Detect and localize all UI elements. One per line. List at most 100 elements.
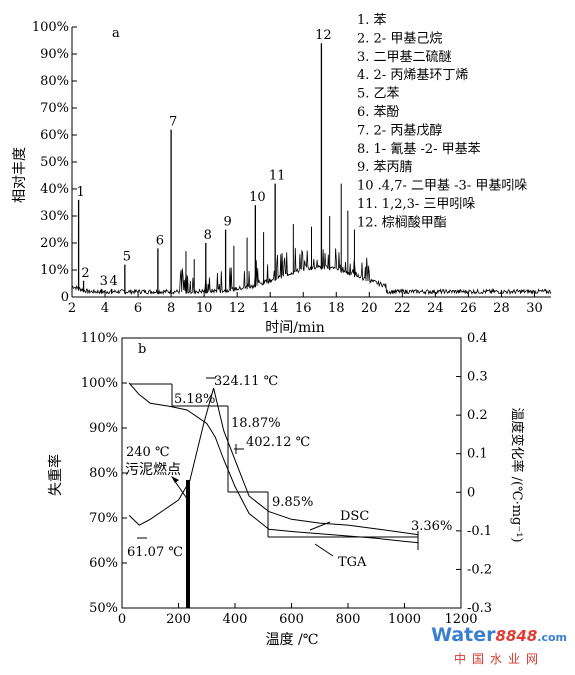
peak-label: 4	[110, 274, 118, 289]
legend-entry: 2. 2- 甲基己烷	[357, 31, 442, 46]
x-axis-label-b: 温度 /℃	[266, 632, 319, 648]
legend-entry: 12. 棕榈酸甲酯	[357, 215, 447, 230]
x-tick-label-a: 10	[196, 301, 213, 316]
legend-entry: 9. 苯丙腈	[357, 160, 413, 175]
x-tick-label-a: 4	[101, 301, 109, 316]
y2-axis-label-b: 温度变化率 /(℃·mg⁻¹)	[509, 407, 525, 542]
x-axis-label-a: 时间/min	[265, 320, 325, 336]
x-tick-label-b: 200	[166, 612, 191, 627]
watermark-site: 中国水业网	[454, 652, 545, 666]
legend-entry: 4. 2- 丙烯基环丁烯	[357, 68, 468, 83]
series-label-dsc: DSC	[340, 509, 369, 524]
annotation-324: 324.11 ℃	[214, 374, 278, 389]
annotation-240: 240 ℃	[126, 445, 170, 460]
peak-label: 2	[81, 266, 89, 281]
y2-tick-label-b: 0.4	[467, 331, 488, 346]
annotation-402: 402.12 ℃	[246, 435, 310, 450]
x-tick-label-a: 24	[427, 301, 444, 316]
peak-label: 8	[204, 228, 212, 243]
legend-entry: 11. 1,2,3- 三甲吲哚	[357, 197, 475, 212]
annotation-61: 61.07 ℃	[127, 545, 183, 560]
y-tick-label-a: 60%	[40, 128, 69, 143]
x-tick-label-a: 6	[134, 301, 142, 316]
legend-a: 1. 苯 2. 2- 甲基己烷 3. 二甲基二硫醚 4. 2- 丙烯基环丁烯 5. 乙苯…	[357, 13, 527, 230]
x-tick-label-b: 0	[118, 612, 126, 627]
x-tick-label-a: 8	[167, 301, 175, 316]
y2-tick-label-b: 0	[467, 485, 475, 500]
annotation-ignition: 污泥燃点	[125, 461, 181, 478]
peak-label: 5	[123, 250, 131, 265]
x-tick-label-a: 20	[361, 301, 378, 316]
peak-lines	[77, 43, 355, 294]
y-tick-label-a: 50%	[40, 155, 69, 170]
y-axis-label-a: 相对丰度	[12, 147, 28, 203]
series-label-tga: TGA	[338, 555, 367, 570]
legend-entry: 8. 1- 氰基 -2- 甲基苯	[357, 141, 481, 157]
y-tick-label-a: 20%	[40, 236, 69, 251]
legend-entry: 3. 二甲基二硫醚	[357, 50, 452, 65]
y-tick-label-b: 50%	[89, 601, 118, 616]
y-tick-label-a: 100%	[32, 20, 69, 35]
peak-label: 11	[269, 169, 286, 184]
peak-label: 9	[223, 215, 231, 230]
y2-tick-label-b: -0.3	[467, 601, 492, 616]
x-tick-label-b: 1200	[444, 612, 477, 627]
x-tick-label-a: 22	[394, 301, 411, 316]
arrow-head	[171, 476, 179, 483]
y-axis-label-b: 失重率	[47, 454, 64, 496]
annotation-step3: 9.85%	[272, 495, 313, 510]
watermark: Water8848.com 中国水业网	[431, 625, 567, 667]
x-tick-label-a: 16	[295, 301, 312, 316]
dsc-curve	[128, 387, 419, 536]
watermark-suffix: .com	[537, 631, 567, 644]
y-tick-label-a: 0	[61, 290, 69, 305]
y2-tick-label-b: 0.1	[467, 447, 488, 462]
y2-tick-label-b: 0.2	[467, 408, 488, 423]
panel-a: 010%20%30%40%50%60%70%80%90%100% 2 4 6 8 10 1…	[12, 13, 552, 336]
x-tick-label-b: 800	[336, 612, 361, 627]
annotation-step2: 18.87%	[231, 416, 281, 431]
x-tick-label-a: 26	[460, 301, 477, 316]
x-tick-label-a: 28	[493, 301, 510, 316]
peak-label: 10	[249, 190, 266, 205]
y-tick-label-b: 100%	[81, 376, 118, 391]
y-tick-label-a: 30%	[40, 209, 69, 224]
y2-ticks-b: -0.3 -0.2 -0.1 0 0.1 0.2 0.3 0.4	[456, 331, 492, 616]
peak-label: 7	[169, 115, 177, 130]
legend-entry: 5. 乙苯	[357, 87, 400, 102]
x-tick-label-a: 12	[229, 301, 246, 316]
y-tick-label-a: 90%	[40, 47, 69, 62]
y-tick-label-a: 70%	[40, 101, 69, 116]
legend-entry: 1. 苯	[357, 13, 387, 28]
y2-tick-label-b: -0.2	[467, 562, 492, 577]
y2-tick-label-b: 0.3	[467, 370, 488, 385]
y2-tick-label-b: -0.1	[467, 524, 492, 539]
x-tick-label-a: 30	[526, 301, 543, 316]
peak-label: 12	[315, 28, 332, 43]
legend-entry: 10 .4,7- 二甲基 -3- 甲基吲哚	[357, 179, 527, 194]
y-tick-label-b: 90%	[89, 421, 118, 436]
tga-curve	[128, 382, 419, 544]
panel-label-b: b	[138, 342, 146, 357]
x-tick-label-b: 400	[223, 612, 248, 627]
ignition-arrow	[173, 479, 189, 501]
y-ticks-a: 0 10% 20% 30% 40% 50% 60% 70% 80% 90% 100%	[32, 20, 77, 305]
x-tick-label-b: 600	[279, 612, 304, 627]
x-tick-label-a: 14	[262, 301, 279, 316]
x-ticks-b: 0 200 400 600 800 1000 1200	[118, 603, 478, 627]
legend-entry: 7. 2- 丙基戊醇	[357, 122, 442, 138]
legend-entry: 6. 苯酚	[357, 105, 400, 120]
y-ticks-b: 50% 60% 70% 80% 90% 100% 110%	[81, 331, 127, 616]
y-tick-label-b: 110%	[81, 331, 118, 346]
annotation-step1: 5.18%	[174, 392, 215, 407]
y-tick-label-b: 80%	[89, 466, 118, 481]
y-tick-label-a: 80%	[40, 74, 69, 89]
y-tick-label-a: 40%	[40, 182, 69, 197]
annotation-step4: 3.36%	[411, 519, 452, 534]
panel-b: 50% 60% 70% 80% 90% 100% 110% -0.3 -0.2 -0.1 0 0.1…	[47, 331, 525, 648]
peak-label: 6	[156, 233, 164, 248]
peak-label: 1	[76, 185, 84, 200]
x-tick-label-a: 18	[328, 301, 345, 316]
